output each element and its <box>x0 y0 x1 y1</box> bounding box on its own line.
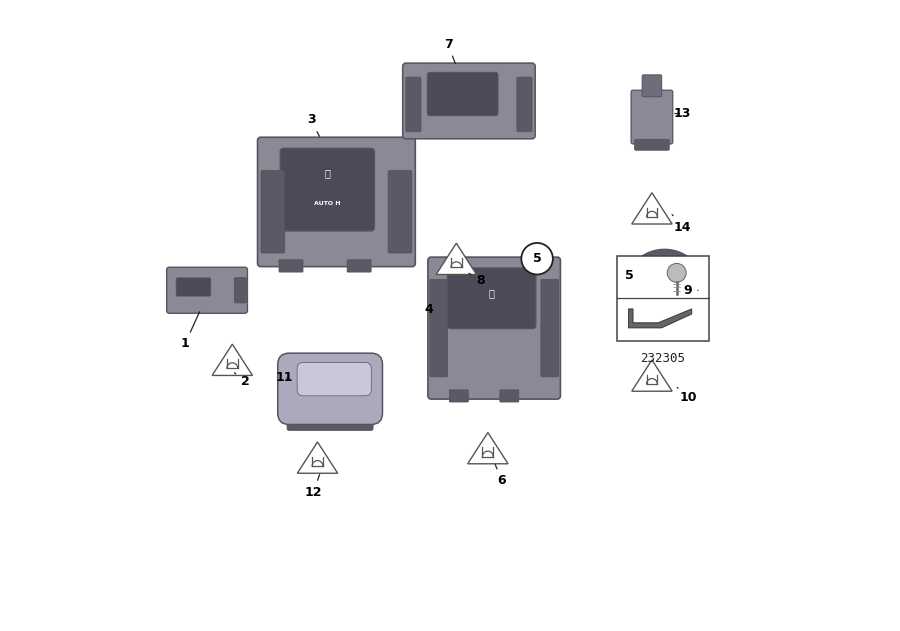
FancyBboxPatch shape <box>347 260 371 272</box>
FancyBboxPatch shape <box>388 170 412 253</box>
FancyBboxPatch shape <box>166 268 248 313</box>
FancyBboxPatch shape <box>176 278 211 296</box>
FancyBboxPatch shape <box>287 407 373 430</box>
Text: AUTO H: AUTO H <box>314 201 340 206</box>
Text: Ⓟ: Ⓟ <box>324 168 330 178</box>
Text: 5: 5 <box>533 252 542 265</box>
Text: 4: 4 <box>425 303 434 316</box>
FancyBboxPatch shape <box>279 260 303 272</box>
FancyBboxPatch shape <box>430 280 447 377</box>
Polygon shape <box>632 360 672 391</box>
Text: 5: 5 <box>626 269 634 283</box>
Text: 2: 2 <box>234 373 249 388</box>
Circle shape <box>644 269 686 312</box>
Text: 6: 6 <box>495 464 506 487</box>
FancyBboxPatch shape <box>261 170 284 253</box>
Text: 1: 1 <box>181 312 200 350</box>
Text: 3: 3 <box>307 114 320 136</box>
Text: 7: 7 <box>444 38 455 64</box>
Polygon shape <box>632 192 672 224</box>
Polygon shape <box>468 432 508 464</box>
Circle shape <box>667 263 686 282</box>
FancyBboxPatch shape <box>500 390 518 402</box>
Circle shape <box>624 249 706 331</box>
Polygon shape <box>628 309 692 328</box>
Text: 10: 10 <box>677 387 697 404</box>
FancyBboxPatch shape <box>406 77 421 132</box>
Text: 232305: 232305 <box>641 352 686 365</box>
Text: 9: 9 <box>684 284 698 297</box>
FancyBboxPatch shape <box>235 278 247 303</box>
FancyBboxPatch shape <box>517 77 532 132</box>
Text: 8: 8 <box>469 273 484 287</box>
FancyBboxPatch shape <box>642 75 662 97</box>
Text: 12: 12 <box>304 475 322 498</box>
FancyBboxPatch shape <box>297 362 372 396</box>
Text: ↺: ↺ <box>661 286 668 295</box>
Text: 13: 13 <box>673 107 691 120</box>
FancyBboxPatch shape <box>447 268 536 329</box>
FancyBboxPatch shape <box>257 138 415 266</box>
Circle shape <box>521 243 553 274</box>
FancyBboxPatch shape <box>428 73 498 115</box>
Polygon shape <box>212 344 253 375</box>
Text: 14: 14 <box>672 215 691 233</box>
Circle shape <box>632 257 698 323</box>
FancyBboxPatch shape <box>631 90 672 144</box>
Polygon shape <box>436 243 476 274</box>
FancyBboxPatch shape <box>634 139 670 150</box>
FancyBboxPatch shape <box>278 353 382 425</box>
Text: Ⓟ: Ⓟ <box>489 288 495 298</box>
FancyBboxPatch shape <box>402 63 536 139</box>
FancyBboxPatch shape <box>428 257 561 399</box>
FancyBboxPatch shape <box>617 256 708 341</box>
Polygon shape <box>297 442 338 473</box>
FancyBboxPatch shape <box>280 148 374 231</box>
FancyBboxPatch shape <box>541 280 559 377</box>
Text: 11: 11 <box>275 371 292 384</box>
FancyBboxPatch shape <box>449 390 468 402</box>
